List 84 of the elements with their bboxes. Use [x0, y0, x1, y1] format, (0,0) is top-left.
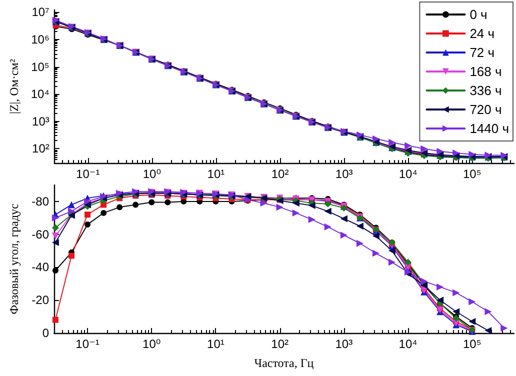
- point: [388, 247, 396, 254]
- point: [324, 200, 332, 208]
- point: [388, 258, 396, 266]
- point: [452, 308, 460, 316]
- point: [436, 283, 444, 290]
- y-tick-label: -80: [32, 194, 50, 208]
- legend-label: 720 ч: [470, 102, 502, 117]
- legend-label: 336 ч: [470, 83, 502, 98]
- point: [84, 221, 91, 228]
- point: [164, 199, 171, 206]
- point: [68, 252, 74, 259]
- x-tick-label: 10¹: [207, 337, 224, 351]
- point: [356, 222, 364, 230]
- x-tick-label: 10⁴: [398, 167, 418, 181]
- point: [436, 296, 444, 304]
- point: [68, 201, 75, 208]
- y-axis-title: Фазовый угол, градус: [7, 204, 21, 314]
- point: [340, 232, 348, 239]
- x-tick-label: 10⁻¹: [76, 337, 100, 351]
- x-tick-label: 10⁰: [142, 167, 162, 181]
- y-tick-label: 0: [42, 326, 50, 340]
- point: [356, 240, 364, 247]
- point: [52, 214, 59, 222]
- y-tick-label: -60: [32, 227, 50, 242]
- point: [276, 204, 284, 211]
- point: [484, 327, 492, 334]
- x-tick-label: 10⁵: [463, 167, 482, 181]
- point: [468, 318, 476, 325]
- y-tick-label: -40: [32, 260, 50, 274]
- point: [324, 208, 332, 215]
- point: [484, 308, 492, 316]
- point: [404, 142, 412, 150]
- point: [452, 289, 460, 296]
- y-tick-label: 10⁵: [31, 60, 50, 74]
- legend-label: 168 ч: [470, 64, 502, 79]
- point: [372, 135, 380, 142]
- point: [260, 200, 268, 207]
- point: [436, 148, 444, 155]
- point: [308, 216, 316, 224]
- point: [84, 212, 91, 218]
- point: [52, 268, 58, 274]
- point: [308, 202, 316, 210]
- y-tick-label: 10⁶: [31, 32, 50, 46]
- point: [52, 239, 59, 246]
- legend-label: 0 ч: [470, 7, 488, 22]
- legend-label: 1440 ч: [470, 121, 510, 136]
- x-tick-label: 10⁴: [398, 337, 418, 351]
- legend-label: 24 ч: [470, 26, 495, 41]
- x-tick-label: 10⁵: [462, 337, 482, 351]
- point: [468, 298, 476, 306]
- point: [148, 199, 155, 206]
- point: [68, 208, 75, 215]
- point: [388, 138, 396, 146]
- point: [52, 224, 59, 232]
- point: [116, 204, 123, 210]
- point: [100, 210, 107, 216]
- y-tick-label: 10²: [32, 142, 50, 156]
- y-axis-title: |Z|, Ом·см²: [7, 58, 21, 114]
- y-tick-label: 10³: [32, 114, 50, 128]
- point: [324, 223, 332, 230]
- point: [452, 149, 460, 156]
- x-tick-label: 10³: [335, 167, 353, 181]
- x-tick-label: 10²: [271, 167, 289, 181]
- y-tick-label: 10⁷: [32, 5, 50, 20]
- legend-label: 72 ч: [470, 45, 495, 60]
- y-tick-label: 10⁴: [30, 87, 50, 102]
- point: [52, 232, 59, 240]
- point: [340, 215, 348, 222]
- x-tick-label: 10¹: [207, 167, 225, 181]
- point: [372, 232, 380, 240]
- point: [420, 278, 428, 285]
- point: [372, 250, 380, 257]
- x-tick-label: 10⁰: [142, 337, 161, 351]
- point: [292, 209, 300, 216]
- x-tick-label: 10⁻¹: [76, 167, 100, 181]
- point: [420, 145, 428, 152]
- point: [52, 316, 58, 323]
- point: [292, 200, 300, 207]
- x-tick-label: 10³: [335, 337, 353, 351]
- x-tick-label: 10²: [271, 337, 288, 351]
- y-tick-label: -20: [32, 293, 50, 308]
- point: [500, 324, 508, 332]
- point: [132, 202, 139, 208]
- x-axis-title: Частота, Гц: [254, 356, 314, 370]
